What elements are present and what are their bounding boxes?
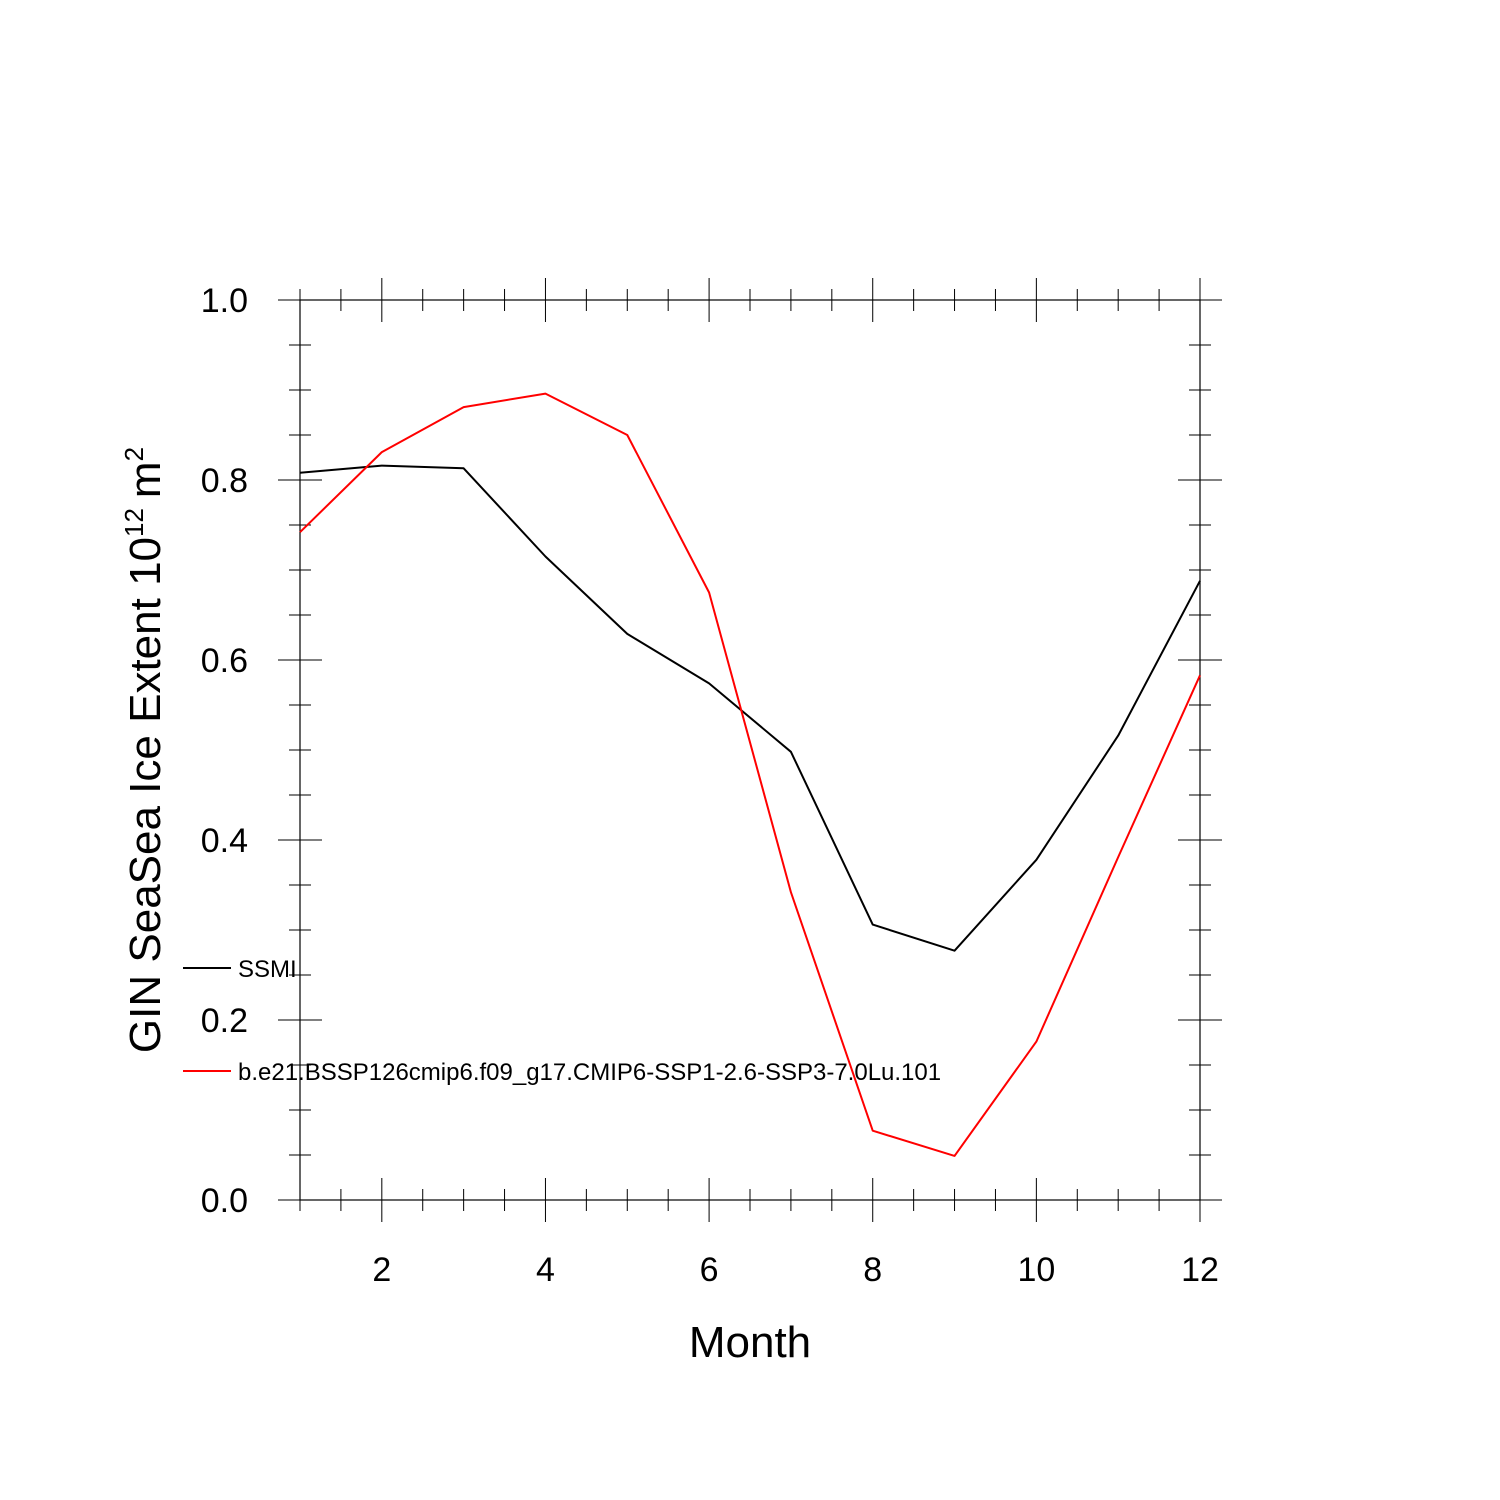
series-line-model — [299, 392, 1201, 1157]
y-tick-label: 0.6 — [201, 642, 248, 680]
y-tick-label: 1.0 — [201, 282, 248, 320]
legend-label-ssmi: SSMI — [238, 956, 297, 983]
plot-frame — [299, 299, 1201, 1201]
x-tick-label: 2 — [372, 1251, 391, 1289]
y-axis-title: GIN SeaSea Ice Extent 1012 m2 — [119, 447, 170, 1053]
y-axis-title-sup2: 2 — [119, 447, 149, 461]
y-tick-label: 0.4 — [201, 822, 248, 860]
x-tick-label: 8 — [863, 1251, 882, 1289]
x-tick-label: 12 — [1181, 1251, 1219, 1289]
x-tick-label: 10 — [1017, 1251, 1055, 1289]
x-tick-label: 6 — [700, 1251, 719, 1289]
x-tick-label: 4 — [536, 1251, 555, 1289]
x-axis-title: Month — [689, 1318, 811, 1367]
legend: SSMI b.e21.BSSP126cmip6.f09_g17.CMIP6-SS… — [183, 956, 941, 1086]
y-tick-label: 0.8 — [201, 462, 248, 500]
y-tick-label: 0.2 — [201, 1002, 248, 1040]
y-tick-label: 0.0 — [201, 1182, 248, 1220]
legend-label-model: b.e21.BSSP126cmip6.f09_g17.CMIP6-SSP1-2.… — [238, 1059, 941, 1086]
y-tick-labels: 0.0 0.2 0.4 0.6 0.8 1.0 — [201, 282, 248, 1220]
y-axis-title-main: GIN SeaSea Ice Extent 10 — [121, 537, 170, 1053]
x-tick-labels: 2 4 6 8 10 12 — [372, 1251, 1219, 1289]
series-lines — [299, 392, 1201, 1157]
y-axis-title-unit: m — [121, 461, 170, 498]
series-line-ssmi — [299, 464, 1201, 952]
y-axis-title-sup1: 12 — [119, 508, 149, 537]
